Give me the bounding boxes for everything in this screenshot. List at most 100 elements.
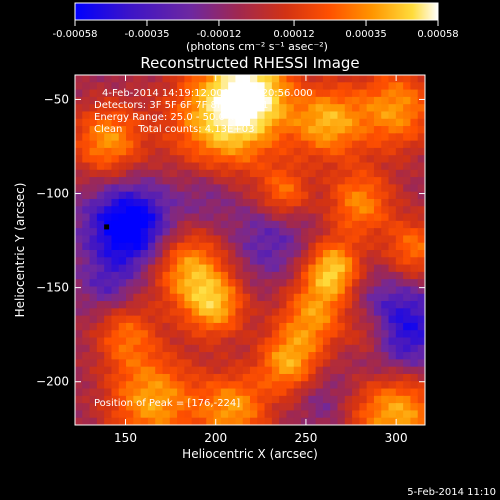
heatmap-cell <box>250 366 258 375</box>
heatmap-cell <box>242 315 251 324</box>
heatmap-cell <box>286 410 295 419</box>
heatmap-cell <box>403 417 412 425</box>
heatmap-cell <box>330 315 339 324</box>
heatmap-cell <box>155 330 164 339</box>
heatmap-cell <box>373 271 382 280</box>
heatmap-cell <box>395 395 404 404</box>
heatmap-cell <box>315 198 324 207</box>
heatmap-cell <box>104 82 113 91</box>
heatmap-cell <box>279 111 288 120</box>
heatmap-cell <box>213 381 222 390</box>
heatmap-cell <box>133 162 142 171</box>
x-tick-label: 150 <box>114 431 137 445</box>
heatmap-cell <box>111 82 120 91</box>
y-tick-label: −200 <box>36 375 69 389</box>
heatmap-cell <box>403 322 412 331</box>
heatmap-cell <box>366 293 375 302</box>
heatmap-cell <box>235 322 244 331</box>
heatmap-cell <box>308 169 317 178</box>
colorbar-gradient <box>74 2 439 21</box>
heatmap-cell <box>155 177 164 185</box>
heatmap-cell <box>111 322 120 331</box>
heatmap-cell <box>388 403 397 412</box>
heatmap-cell <box>96 279 105 288</box>
heatmap-cell <box>330 177 339 185</box>
heatmap-cell <box>191 322 200 331</box>
heatmap-cell <box>111 228 120 237</box>
heatmap-cell <box>96 264 105 273</box>
heatmap-cell <box>140 96 149 105</box>
heatmap-cell <box>410 301 419 309</box>
heatmap-cell <box>308 257 317 266</box>
heatmap-cell <box>155 126 164 134</box>
heatmap-cell <box>352 286 360 295</box>
heatmap-cell <box>213 75 222 83</box>
heatmap-cell <box>257 337 266 346</box>
heatmap-cell <box>410 264 419 273</box>
heatmap-cell <box>89 301 98 309</box>
heatmap-cell <box>279 322 288 331</box>
heatmap-cell <box>198 147 207 156</box>
heatmap-cell <box>82 264 91 273</box>
heatmap-cell <box>75 191 83 200</box>
heatmap-cell <box>330 257 339 266</box>
heatmap-cell <box>220 308 229 317</box>
heatmap-cell <box>126 366 134 375</box>
heatmap-cell <box>235 410 244 419</box>
heatmap-cell <box>133 271 142 280</box>
heatmap-cell <box>198 330 207 339</box>
heatmap-cell <box>184 403 193 412</box>
annotation-energy-range: Energy Range: 25.0 - 50.0 keV <box>94 112 247 123</box>
heatmap-cell <box>184 206 193 215</box>
heatmap-cell <box>359 118 368 127</box>
heatmap-cell <box>308 330 317 339</box>
heatmap-cell <box>82 395 91 404</box>
heatmap-cell <box>417 271 425 280</box>
heatmap-cell <box>286 155 295 164</box>
heatmap-cell <box>417 89 425 98</box>
heatmap-cell <box>315 403 324 412</box>
heatmap-cell <box>395 235 404 244</box>
heatmap-cell <box>147 96 156 105</box>
heatmap-cell <box>111 395 120 404</box>
heatmap-cell <box>169 96 178 105</box>
heatmap-cell <box>330 147 339 156</box>
heatmap-cell <box>140 271 149 280</box>
heatmap-cell <box>118 184 127 193</box>
heatmap-cell <box>191 417 200 425</box>
heatmap-cell <box>206 184 215 193</box>
heatmap-cell <box>75 118 83 127</box>
heatmap-cell <box>271 75 280 83</box>
heatmap-cell <box>147 388 156 397</box>
heatmap-cell <box>228 330 237 339</box>
heatmap-cell <box>111 169 120 178</box>
annotations: 4-Feb-2014 14:19:12.000 to 14:20:56.000 … <box>94 88 313 409</box>
heatmap-cell <box>118 140 127 149</box>
heatmap-cell <box>147 279 156 288</box>
heatmap-cell <box>315 235 324 244</box>
heatmap-cell <box>410 118 419 127</box>
heatmap-cell <box>403 301 412 309</box>
heatmap-cell <box>82 198 91 207</box>
heatmap-cell <box>206 271 215 280</box>
heatmap-cell <box>162 147 171 156</box>
heatmap-cell <box>344 308 353 317</box>
heatmap-cell <box>330 89 339 98</box>
heatmap-cell <box>359 410 368 419</box>
heatmap-cell <box>403 206 412 215</box>
heatmap-cell <box>206 75 215 83</box>
heatmap-cell <box>126 330 134 339</box>
heatmap-cell <box>235 337 244 346</box>
heatmap-cell <box>315 75 324 83</box>
heatmap-cell <box>373 104 382 113</box>
heatmap-cell <box>286 118 295 127</box>
heatmap-cell <box>198 388 207 397</box>
heatmap-cell <box>118 198 127 207</box>
heatmap-cell <box>388 410 397 419</box>
heatmap-cell <box>169 403 178 412</box>
heatmap-cell <box>366 75 375 83</box>
heatmap-cell <box>257 228 266 237</box>
heatmap-cell <box>271 271 280 280</box>
heatmap-cell <box>82 410 91 419</box>
heatmap-cell <box>279 250 288 258</box>
